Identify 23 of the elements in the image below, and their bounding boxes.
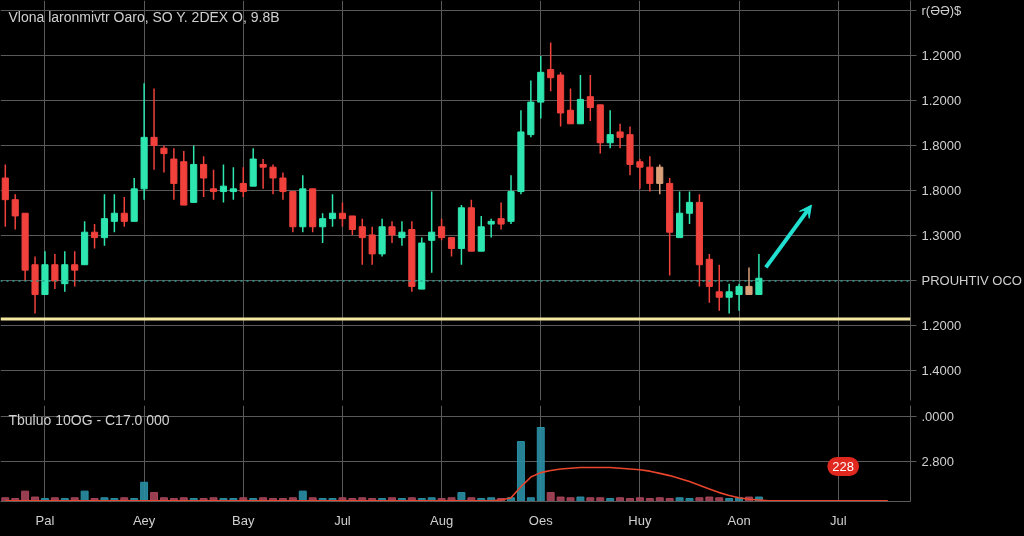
text: 1.3000 (921, 228, 962, 243)
chart-title: Tbuluo 10OG - C17.0 000 (8, 411, 170, 428)
x-tick-label: Aey (132, 512, 156, 528)
text: 2.800 (921, 454, 955, 469)
text: 1.2000 (921, 318, 962, 333)
x-tick-label: Aug (430, 512, 454, 528)
x-tick-label: Jul (334, 512, 351, 528)
x-tick-label: Bay (232, 512, 255, 528)
x-tick-label: Aon (727, 512, 751, 528)
annotation: 228 (832, 459, 855, 474)
ref-line-label: PROUHTIV OCO (921, 273, 1022, 289)
text: 1.2000 (921, 93, 962, 108)
x-tick-label: Huy (628, 512, 652, 528)
x-tick-label: Oes (528, 512, 554, 528)
text: 1.4000 (921, 363, 962, 378)
text: 1.8000 (921, 138, 962, 153)
text: 1.2000 (921, 48, 962, 63)
text: .0000 (921, 409, 955, 424)
text: r(ƏƏ)$ (921, 3, 963, 18)
chart-title: Vlona laronmivtr Oaro, SO Y. 2DEX O, 9.8B (8, 8, 280, 25)
x-tick-label: Jul (829, 512, 847, 528)
text: 1.8000 (921, 183, 962, 198)
x-tick-label: Pal (35, 512, 55, 528)
